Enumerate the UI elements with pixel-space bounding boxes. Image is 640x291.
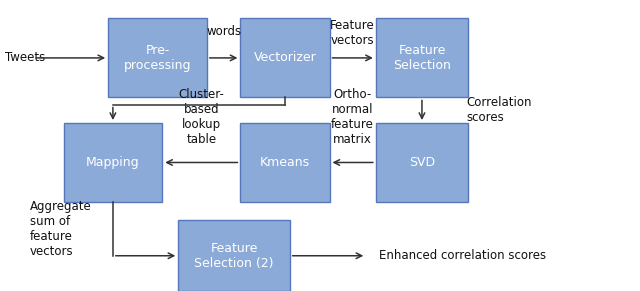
- FancyBboxPatch shape: [241, 18, 330, 97]
- Text: Vectorizer: Vectorizer: [253, 52, 316, 64]
- Text: Kmeans: Kmeans: [260, 156, 310, 169]
- Text: Enhanced correlation scores: Enhanced correlation scores: [379, 249, 546, 262]
- Text: Correlation
scores: Correlation scores: [467, 96, 532, 124]
- FancyBboxPatch shape: [108, 18, 207, 97]
- FancyBboxPatch shape: [376, 123, 468, 202]
- Text: words: words: [206, 25, 241, 38]
- Text: Feature
vectors: Feature vectors: [330, 19, 375, 47]
- Text: SVD: SVD: [409, 156, 435, 169]
- FancyBboxPatch shape: [241, 123, 330, 202]
- FancyBboxPatch shape: [63, 123, 163, 202]
- FancyBboxPatch shape: [178, 220, 290, 291]
- Text: Pre-
processing: Pre- processing: [124, 44, 191, 72]
- Text: Feature
Selection (2): Feature Selection (2): [194, 242, 274, 270]
- FancyBboxPatch shape: [376, 18, 468, 97]
- Text: Ortho-
normal
feature
matrix: Ortho- normal feature matrix: [332, 88, 374, 146]
- Text: Tweets: Tweets: [4, 52, 45, 64]
- Text: Feature
Selection: Feature Selection: [393, 44, 451, 72]
- Text: Aggregate
sum of
feature
vectors: Aggregate sum of feature vectors: [30, 200, 92, 258]
- Text: Mapping: Mapping: [86, 156, 140, 169]
- Text: Cluster-
based
lookup
table: Cluster- based lookup table: [179, 88, 224, 146]
